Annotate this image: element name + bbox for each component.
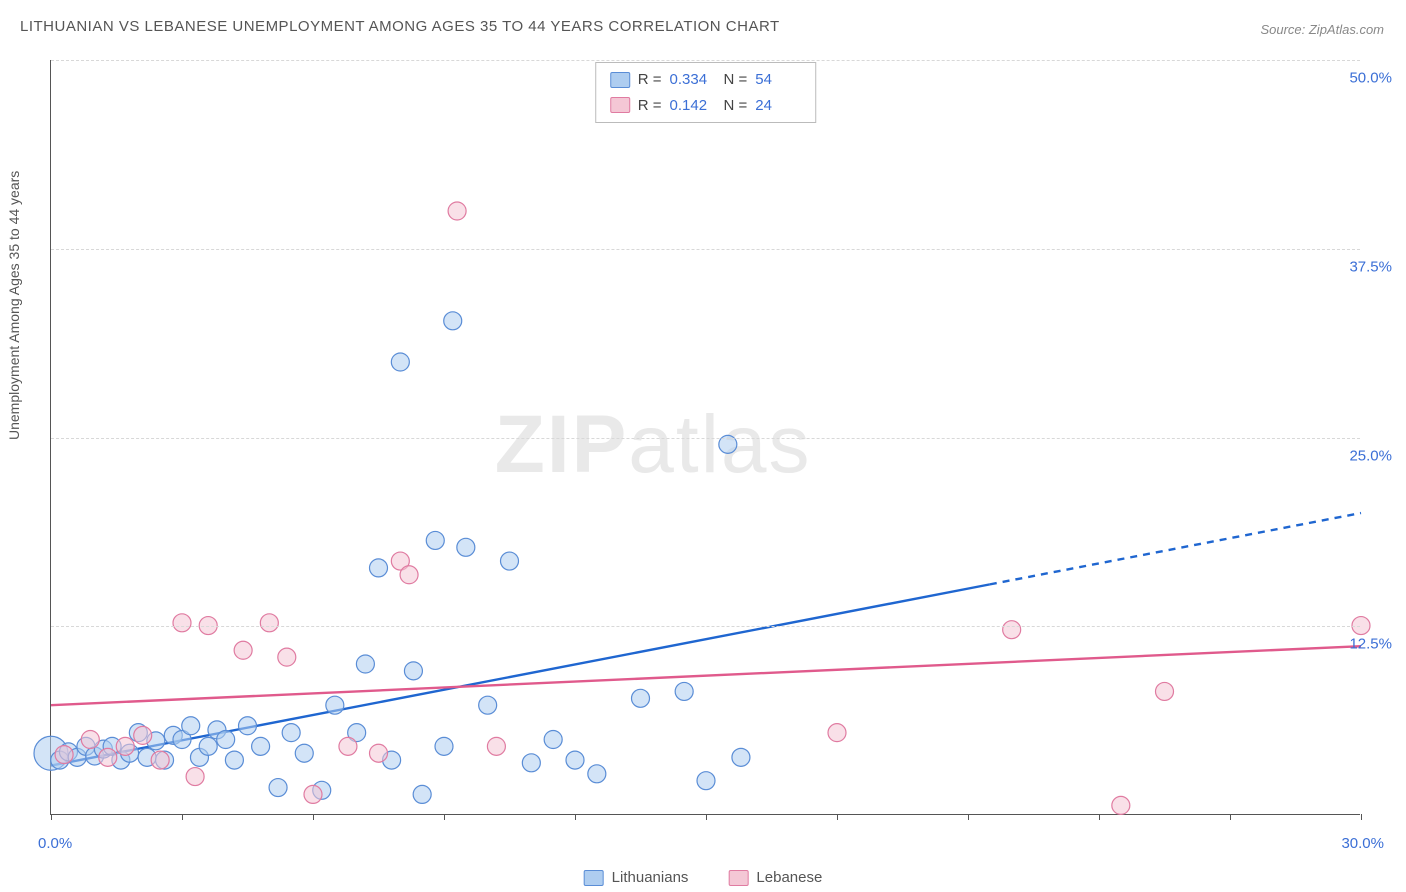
data-point-lebanese — [278, 648, 296, 666]
x-tick — [706, 814, 707, 820]
data-point-lebanese — [1156, 682, 1174, 700]
data-point-lithuanians — [252, 737, 270, 755]
data-point-lithuanians — [182, 717, 200, 735]
data-point-lithuanians — [544, 731, 562, 749]
data-point-lithuanians — [632, 689, 650, 707]
gridline-h — [51, 438, 1360, 439]
plot-area: ZIPatlas R = 0.334 N = 54 R = 0.142 N = … — [50, 60, 1360, 815]
legend-item-lebanese: Lebanese — [728, 869, 822, 886]
data-point-lebanese — [487, 737, 505, 755]
x-tick — [1230, 814, 1231, 820]
y-tick-label: 50.0% — [1349, 70, 1392, 87]
data-point-lithuanians — [697, 772, 715, 790]
legend-swatch-lebanese — [728, 870, 748, 886]
data-point-lithuanians — [217, 731, 235, 749]
y-tick-label: 37.5% — [1349, 258, 1392, 275]
data-point-lebanese — [55, 746, 73, 764]
data-point-lithuanians — [326, 696, 344, 714]
data-point-lithuanians — [501, 552, 519, 570]
data-point-lithuanians — [225, 751, 243, 769]
data-point-lithuanians — [269, 779, 287, 797]
data-point-lithuanians — [588, 765, 606, 783]
data-point-lebanese — [370, 744, 388, 762]
data-point-lebanese — [339, 737, 357, 755]
data-point-lithuanians — [426, 531, 444, 549]
y-axis-label: Unemployment Among Ages 35 to 44 years — [6, 171, 22, 440]
data-point-lebanese — [260, 614, 278, 632]
data-point-lithuanians — [522, 754, 540, 772]
legend-bottom: Lithuanians Lebanese — [584, 869, 823, 886]
gridline-h — [51, 60, 1360, 61]
legend-item-lithuanians: Lithuanians — [584, 869, 689, 886]
data-point-lebanese — [134, 726, 152, 744]
data-point-lithuanians — [282, 724, 300, 742]
data-point-lithuanians — [457, 538, 475, 556]
data-point-lithuanians — [404, 662, 422, 680]
data-point-lebanese — [116, 737, 134, 755]
data-point-lithuanians — [370, 559, 388, 577]
data-point-lebanese — [1112, 796, 1130, 814]
data-point-lithuanians — [444, 312, 462, 330]
x-tick — [575, 814, 576, 820]
data-point-lithuanians — [391, 353, 409, 371]
data-point-lithuanians — [239, 717, 257, 735]
legend-label-lithuanians: Lithuanians — [612, 869, 689, 886]
y-tick-label: 25.0% — [1349, 447, 1392, 464]
data-point-lithuanians — [732, 748, 750, 766]
x-tick — [313, 814, 314, 820]
x-tick — [968, 814, 969, 820]
data-point-lebanese — [304, 785, 322, 803]
data-point-lebanese — [151, 751, 169, 769]
x-tick-max: 30.0% — [1341, 835, 1384, 852]
data-point-lebanese — [400, 566, 418, 584]
legend-swatch-lithuanians — [584, 870, 604, 886]
data-point-lithuanians — [356, 655, 374, 673]
legend-label-lebanese: Lebanese — [756, 869, 822, 886]
x-tick — [837, 814, 838, 820]
data-point-lithuanians — [675, 682, 693, 700]
data-point-lebanese — [173, 614, 191, 632]
data-point-lebanese — [234, 641, 252, 659]
x-tick — [51, 814, 52, 820]
data-point-lithuanians — [566, 751, 584, 769]
trend-line-dashed-lithuanians — [990, 513, 1361, 584]
data-point-lebanese — [81, 731, 99, 749]
source-attribution: Source: ZipAtlas.com — [1260, 22, 1384, 37]
data-point-lebanese — [99, 748, 117, 766]
x-tick — [444, 814, 445, 820]
x-tick — [1361, 814, 1362, 820]
data-point-lebanese — [1003, 621, 1021, 639]
x-tick — [182, 814, 183, 820]
chart-title: LITHUANIAN VS LEBANESE UNEMPLOYMENT AMON… — [20, 18, 780, 35]
data-point-lithuanians — [435, 737, 453, 755]
gridline-h — [51, 626, 1360, 627]
data-point-lebanese — [186, 768, 204, 786]
data-point-lithuanians — [413, 785, 431, 803]
trend-line-lithuanians — [51, 584, 990, 765]
data-point-lebanese — [448, 202, 466, 220]
x-tick — [1099, 814, 1100, 820]
data-point-lebanese — [828, 724, 846, 742]
y-tick-label: 12.5% — [1349, 636, 1392, 653]
data-point-lithuanians — [199, 737, 217, 755]
gridline-h — [51, 249, 1360, 250]
x-tick-min: 0.0% — [38, 835, 72, 852]
data-point-lithuanians — [295, 744, 313, 762]
data-point-lithuanians — [479, 696, 497, 714]
